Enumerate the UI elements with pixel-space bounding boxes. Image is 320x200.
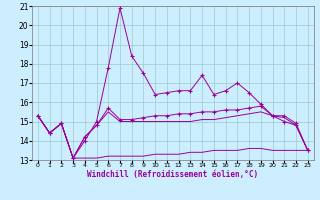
X-axis label: Windchill (Refroidissement éolien,°C): Windchill (Refroidissement éolien,°C) xyxy=(87,170,258,179)
